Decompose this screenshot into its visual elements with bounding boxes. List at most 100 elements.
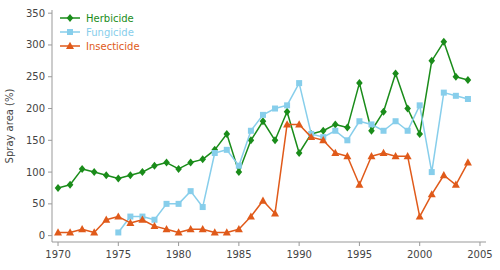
x-tick (178, 242, 179, 246)
point (392, 152, 400, 159)
point (66, 228, 74, 235)
legend-marker (66, 42, 74, 49)
point (332, 128, 338, 134)
point (164, 201, 170, 207)
series (54, 120, 472, 235)
legend: Herbicide Fungicide Insecticide (60, 13, 140, 52)
point (296, 149, 303, 157)
point (79, 165, 86, 173)
point (200, 204, 206, 210)
point (416, 130, 423, 138)
point (224, 130, 231, 138)
point (271, 209, 279, 216)
y-axis-label: Spray area (%) (4, 89, 15, 164)
point (381, 128, 387, 134)
point (404, 152, 412, 159)
point (176, 201, 182, 207)
legend-marker (67, 29, 73, 35)
point (115, 229, 121, 235)
point (247, 212, 255, 219)
y-tick (48, 13, 52, 14)
point (416, 212, 424, 219)
y-tick-label: 50 (32, 198, 45, 209)
point (392, 70, 399, 78)
point (248, 128, 254, 134)
point (151, 162, 158, 170)
y-tick (48, 203, 52, 204)
point (127, 171, 134, 179)
legend-label: Herbicide (86, 13, 134, 24)
point (103, 171, 110, 179)
point (429, 169, 435, 175)
point (235, 225, 243, 232)
point (199, 225, 207, 232)
y-tick (48, 44, 52, 45)
point (212, 150, 218, 156)
x-tick (58, 242, 59, 246)
point (465, 96, 471, 102)
x-tick (118, 242, 119, 246)
point (224, 147, 230, 153)
x-tick-label: 1985 (226, 249, 251, 260)
point (114, 212, 122, 219)
y-tick-label: 150 (26, 135, 45, 146)
x-tick (479, 242, 480, 246)
point (441, 38, 448, 46)
point (78, 225, 86, 232)
point (139, 168, 146, 176)
point (465, 76, 472, 84)
x-tick-label: 1975 (106, 249, 131, 260)
point (91, 168, 98, 176)
y-tick-label: 200 (26, 103, 45, 114)
point (356, 118, 362, 124)
legend-label: Fungicide (86, 27, 134, 38)
y-tick-label: 0 (39, 230, 45, 241)
point (236, 168, 243, 176)
y-tick (48, 76, 52, 77)
point (440, 171, 448, 178)
point (115, 174, 122, 182)
point (428, 57, 435, 65)
point (211, 228, 219, 235)
point (283, 120, 291, 127)
point (380, 108, 387, 116)
point (54, 228, 62, 235)
point (272, 136, 279, 144)
legend-label: Insecticide (86, 41, 140, 52)
point (344, 124, 351, 132)
point (393, 118, 399, 124)
point (67, 181, 74, 189)
point (343, 152, 351, 159)
point (332, 120, 339, 128)
y-tick-label: 300 (26, 39, 45, 50)
point (90, 228, 98, 235)
point (187, 225, 195, 232)
point (175, 228, 183, 235)
x-axis-line (52, 242, 486, 243)
point (404, 105, 411, 113)
point (319, 136, 327, 143)
point (55, 184, 62, 192)
point (356, 79, 363, 87)
chart: 0501001502002503003501970197519801985199… (0, 0, 500, 270)
point (441, 90, 447, 96)
x-tick-label: 1990 (286, 249, 311, 260)
y-tick (48, 172, 52, 173)
x-tick (299, 242, 300, 246)
point (284, 108, 291, 116)
point (138, 216, 146, 223)
point (417, 102, 423, 108)
x-tick-label: 1980 (166, 249, 191, 260)
x-tick (238, 242, 239, 246)
point (464, 158, 472, 165)
point (236, 163, 242, 169)
point (428, 190, 436, 197)
point (355, 181, 363, 188)
point (223, 228, 231, 235)
point (260, 112, 266, 118)
point (151, 217, 157, 223)
y-tick-label: 100 (26, 167, 45, 178)
point (368, 127, 375, 135)
point (296, 80, 302, 86)
x-tick-label: 1995 (347, 249, 372, 260)
